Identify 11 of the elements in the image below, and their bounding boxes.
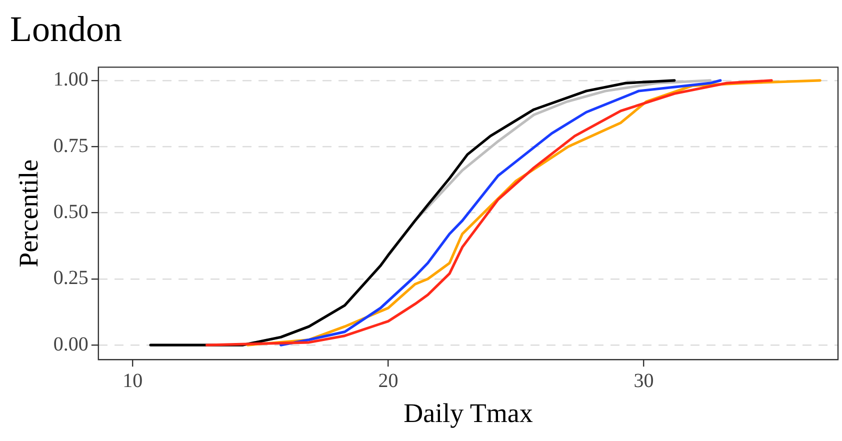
y-tick-label: 0.75: [53, 134, 88, 157]
x-tick-label: 20: [378, 370, 398, 392]
y-tick-label: 0.50: [53, 200, 88, 223]
y-tick-label: 0.25: [53, 267, 88, 290]
x-axis-title: Daily Tmax: [404, 398, 534, 428]
x-tick-label: 10: [122, 370, 143, 392]
y-axis-title: Percentile: [13, 159, 44, 268]
x-tick-label: 30: [634, 370, 654, 392]
y-tick-label: 0.00: [53, 333, 88, 356]
y-tick-label: 1.00: [53, 68, 88, 91]
chart-title: London: [10, 9, 122, 50]
